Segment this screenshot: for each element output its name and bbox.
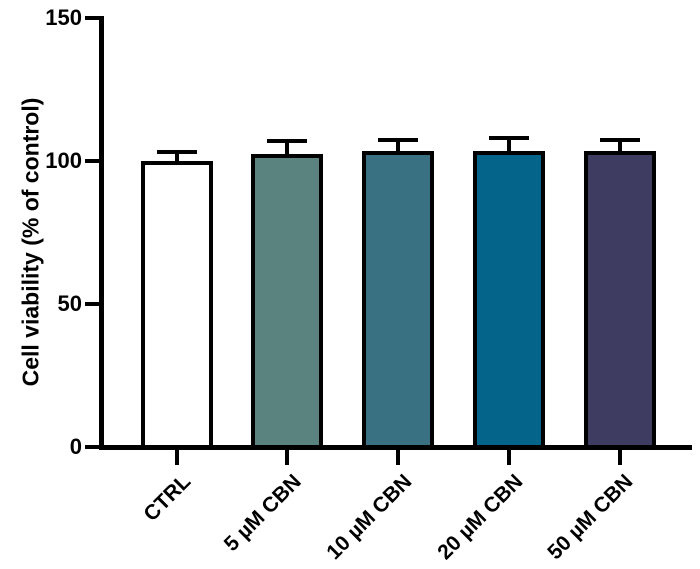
x-tick-label: 20 µM CBN: [432, 470, 528, 565]
y-tick: [85, 302, 99, 306]
y-axis-line: [99, 16, 104, 450]
x-tick-label: CTRL: [138, 470, 195, 526]
y-tick-label: 0: [69, 434, 82, 459]
x-tick-label: 10 µM CBN: [322, 470, 417, 565]
bar: [251, 153, 324, 450]
x-tick: [396, 450, 400, 465]
x-tick-label: 50 µM CBN: [543, 470, 638, 565]
error-bar-line: [396, 139, 400, 155]
x-tick-label: 5 µM CBN: [219, 470, 306, 556]
x-tick: [174, 450, 179, 465]
bar: [472, 150, 545, 450]
error-bar-line: [617, 139, 622, 155]
bar: [362, 150, 434, 450]
x-tick: [506, 450, 511, 465]
error-bar-cap: [488, 136, 529, 141]
x-tick: [285, 450, 290, 465]
error-bar-cap: [378, 137, 418, 142]
error-bar-line: [174, 152, 179, 165]
y-tick-label: 150: [45, 5, 82, 30]
x-tick: [617, 450, 622, 465]
error-bar-cap: [156, 150, 197, 155]
y-tick: [85, 159, 99, 163]
error-bar-line: [506, 138, 511, 155]
y-tick-label: 50: [57, 291, 82, 316]
error-bar-line: [285, 140, 290, 158]
y-tick-label: 100: [45, 148, 82, 173]
bar: [583, 150, 656, 450]
y-tick: [85, 16, 99, 20]
y-tick: [85, 445, 99, 449]
bar: [140, 161, 213, 450]
error-bar-cap: [267, 138, 308, 143]
error-bar-cap: [599, 137, 640, 142]
x-axis-line: [99, 445, 692, 450]
y-axis-label: Cell viability (% of control): [17, 97, 44, 387]
